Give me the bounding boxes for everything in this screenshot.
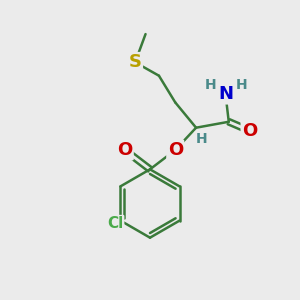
Text: O: O (242, 122, 257, 140)
Text: O: O (168, 141, 183, 159)
Text: S: S (129, 53, 142, 71)
Text: Cl: Cl (107, 216, 123, 231)
Text: N: N (218, 85, 233, 103)
Text: H: H (236, 78, 247, 92)
Text: O: O (117, 141, 132, 159)
Text: H: H (196, 132, 207, 146)
Text: H: H (205, 78, 216, 92)
